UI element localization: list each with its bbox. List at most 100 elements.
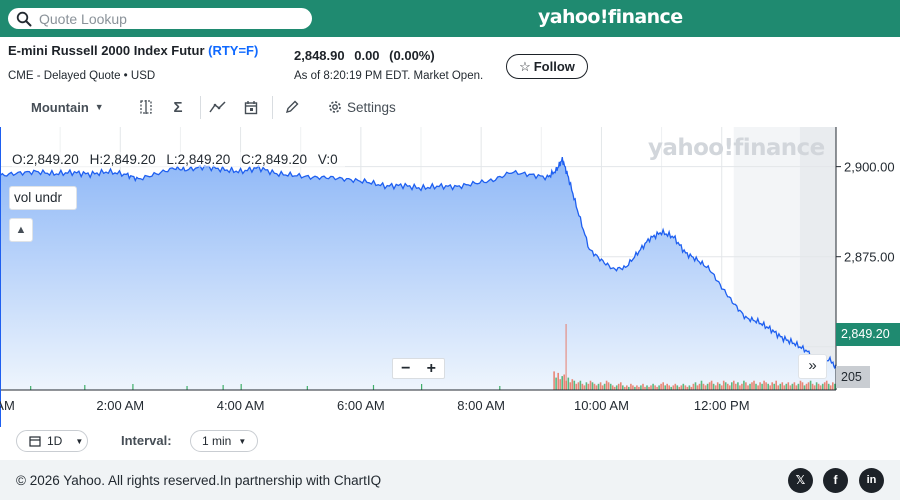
- volume-bar: [593, 383, 596, 390]
- search-input[interactable]: [39, 9, 299, 28]
- yahoo-finance-logo[interactable]: yahoo!finance: [538, 6, 683, 28]
- zoom-out-button[interactable]: −: [401, 360, 411, 377]
- volume-bar: [662, 382, 664, 391]
- price-line: [0, 156, 837, 370]
- star-icon: ☆: [519, 59, 531, 74]
- quote-timestamp: As of 8:20:19 PM EDT. Market Open.: [294, 70, 484, 82]
- x-tick-label: 0 AM: [0, 398, 15, 413]
- volume-bar: [759, 382, 761, 391]
- linkedin-icon[interactable]: in: [859, 468, 884, 493]
- volume-bar: [737, 382, 739, 391]
- volume-bar: [587, 383, 590, 390]
- volume-bar: [779, 383, 782, 390]
- range-label: 1D: [47, 434, 63, 448]
- volume-bar: [615, 385, 618, 390]
- x-social-icon[interactable]: 𝕏: [788, 468, 813, 493]
- volume-bar: [797, 383, 800, 390]
- volume-bar: [823, 382, 826, 391]
- volume-bar: [646, 385, 648, 390]
- ohlc-high: H:2,849.20: [89, 152, 156, 167]
- collapse-button[interactable]: ▲: [9, 218, 33, 242]
- settings-label: Settings: [347, 99, 396, 115]
- volume-bar: [622, 385, 624, 390]
- x-tick-label: 2:00 AM: [96, 398, 144, 413]
- zoom-controls: − +: [392, 358, 445, 379]
- x-tick-label: 12:00 PM: [694, 398, 750, 413]
- zoom-in-button[interactable]: +: [426, 360, 436, 377]
- volume-bar: [813, 385, 816, 390]
- volume-bar: [581, 383, 584, 390]
- volume-bar: [132, 384, 134, 390]
- volume-bar: [696, 385, 699, 390]
- volume-bar: [700, 380, 703, 390]
- volume-bar: [787, 382, 790, 391]
- price-change-percent: (0.00%): [389, 48, 435, 63]
- volume-bar: [727, 383, 729, 390]
- volume-bar: [747, 385, 749, 390]
- settings-button[interactable]: Settings: [328, 97, 396, 117]
- volume-bar: [825, 380, 828, 390]
- volume-bar: [626, 385, 628, 390]
- follow-button[interactable]: ☆ Follow: [506, 54, 588, 79]
- scroll-to-latest-button[interactable]: »: [798, 354, 827, 379]
- volume-bar: [567, 377, 570, 390]
- volume-bar: [607, 382, 610, 391]
- volume-bar: [613, 386, 616, 390]
- volume-bar: [765, 382, 767, 391]
- price-chart[interactable]: yahoo!finance 0 AM 2:00 AM 4:00 AM 6:00 AM 8…: [0, 127, 900, 427]
- volume-bar: [789, 385, 792, 390]
- draw-icon[interactable]: [282, 97, 302, 117]
- search-box[interactable]: [8, 8, 312, 29]
- indicators-icon[interactable]: Σ: [173, 98, 183, 116]
- volume-bar: [676, 385, 679, 390]
- calendar-icon: [29, 436, 41, 447]
- after-hours-shade: [799, 127, 836, 390]
- toolbar-divider: [272, 96, 273, 119]
- volume-bar: [609, 383, 612, 390]
- range-dropdown[interactable]: 1D ▼: [16, 430, 88, 452]
- volume-bar: [706, 383, 709, 390]
- volume-bar: [688, 385, 691, 390]
- volume-bar: [674, 383, 677, 390]
- price-change: 0.00: [354, 48, 380, 63]
- volume-bar: [811, 383, 814, 390]
- volume-bar: [735, 383, 737, 390]
- events-icon[interactable]: [241, 97, 261, 117]
- volume-bar: [827, 383, 830, 390]
- compare-icon[interactable]: [136, 97, 156, 117]
- volume-bar: [624, 386, 626, 390]
- volume-bar: [745, 382, 747, 391]
- volume-bar: [670, 386, 672, 390]
- toolbar-divider: [200, 96, 201, 119]
- volume-bar: [573, 380, 576, 390]
- x-tick-label: 6:00 AM: [337, 398, 385, 413]
- chevron-down-icon: ▼: [75, 436, 84, 446]
- volume-bar: [306, 386, 308, 390]
- volume-bar: [553, 371, 555, 390]
- quote-line: 2,848.90 0.00 (0.00%): [294, 48, 441, 63]
- volume-bar: [630, 383, 632, 390]
- top-bar: yahoo!finance: [0, 0, 900, 37]
- volume-bar: [708, 382, 711, 391]
- volume-underlay-toggle[interactable]: vol undr: [9, 186, 77, 210]
- volume-bar: [714, 385, 717, 390]
- volume-bar: [817, 383, 820, 390]
- facebook-icon[interactable]: f: [823, 468, 848, 493]
- volume-bar: [658, 385, 660, 390]
- volume-bar: [710, 380, 713, 390]
- chevron-down-icon: ▼: [94, 102, 104, 112]
- volume-bar: [579, 380, 582, 390]
- volume-bar: [628, 386, 630, 390]
- volume-bar: [186, 386, 188, 390]
- chart-type-dropdown[interactable]: Mountain ▼: [31, 97, 104, 117]
- volume-bar: [585, 382, 588, 391]
- volume-bar: [686, 386, 689, 390]
- trend-icon[interactable]: [208, 97, 228, 117]
- volume-bar: [805, 383, 808, 390]
- volume-bar: [601, 385, 604, 390]
- volume-bar: [640, 385, 642, 390]
- ohlc-close: C:2,849.20: [240, 152, 308, 167]
- volume-bar: [769, 385, 771, 390]
- volume-bar: [589, 380, 592, 390]
- interval-dropdown[interactable]: 1 min ▼: [190, 430, 258, 452]
